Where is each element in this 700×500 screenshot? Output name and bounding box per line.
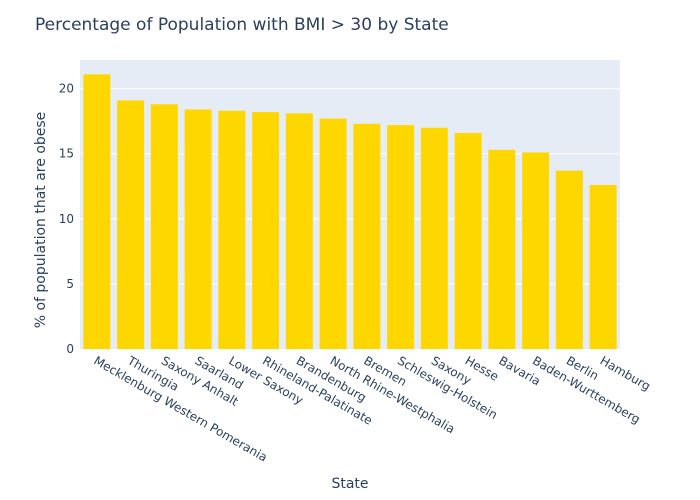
bar-rhineland-palatinate[interactable] — [252, 112, 280, 349]
bar-brandenburg[interactable] — [285, 113, 313, 349]
x-tick-label: Hamburg — [598, 353, 653, 393]
y-axis-title: % of population that are obese — [33, 112, 49, 329]
y-axis-ticks: 0 5 10 15 20 — [59, 82, 74, 356]
bar-saarland[interactable] — [184, 109, 212, 349]
bar-bremen[interactable] — [353, 123, 381, 349]
y-tick-label: 5 — [66, 277, 74, 291]
bar-mecklenburg-western-pomerania[interactable] — [83, 74, 111, 349]
bar-schleswig-holstein[interactable] — [387, 125, 415, 349]
chart-title: Percentage of Population with BMI > 30 b… — [35, 15, 449, 35]
y-tick-label: 10 — [59, 212, 74, 226]
bar-saxony-anhalt[interactable] — [150, 104, 178, 349]
x-axis-ticks: Mecklenburg Western PomeraniaThuringiaSa… — [91, 353, 652, 465]
bar-lower-saxony[interactable] — [218, 110, 246, 350]
x-axis-title: State — [331, 476, 368, 492]
bar-hesse[interactable] — [454, 132, 482, 349]
y-tick-label: 0 — [66, 342, 74, 356]
bars — [83, 74, 617, 350]
bar-berlin[interactable] — [555, 170, 583, 349]
bar-baden-wurttemberg[interactable] — [522, 152, 550, 349]
y-tick-label: 15 — [59, 147, 74, 161]
y-tick-label: 20 — [59, 82, 74, 96]
bar-north-rhine-westphalia[interactable] — [319, 118, 347, 349]
bar-thuringia[interactable] — [117, 100, 145, 349]
bar-bavaria[interactable] — [488, 149, 516, 349]
bar-hamburg[interactable] — [589, 184, 617, 349]
bar-saxony[interactable] — [420, 127, 448, 349]
